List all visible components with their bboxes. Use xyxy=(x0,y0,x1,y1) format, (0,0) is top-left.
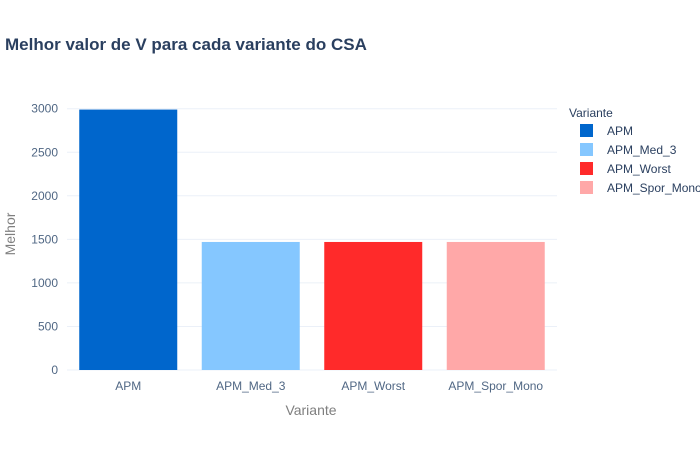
legend-label: APM_Spor_Mono xyxy=(607,181,700,195)
legend-label: APM xyxy=(607,124,633,138)
y-tick-label: 2000 xyxy=(31,189,58,203)
y-axis-title: Melhor xyxy=(2,212,18,255)
legend-item[interactable]: APM_Med_3 xyxy=(580,143,677,157)
y-tick-label: 500 xyxy=(38,319,58,333)
y-tick-label: 1500 xyxy=(31,232,58,246)
x-axis-title: Variante xyxy=(285,402,336,418)
bar-apm-worst xyxy=(324,241,423,370)
x-tick-label: APM xyxy=(115,379,141,393)
legend-swatch xyxy=(580,181,593,194)
legend-label: APM_Worst xyxy=(607,162,671,176)
x-tick-label: APM_Med_3 xyxy=(216,379,286,393)
y-tick-label: 2500 xyxy=(31,145,58,159)
legend-swatch xyxy=(580,124,593,137)
legend-item[interactable]: APM_Spor_Mono xyxy=(580,181,700,195)
legend-title: Variante xyxy=(569,106,613,120)
bars xyxy=(79,109,545,371)
legend-item[interactable]: APM xyxy=(580,124,633,138)
x-tick-label: APM_Spor_Mono xyxy=(448,379,543,393)
x-tick-label: APM_Worst xyxy=(341,379,405,393)
legend-label: APM_Med_3 xyxy=(607,143,677,157)
y-tick-label: 1000 xyxy=(31,276,58,290)
y-tick-label: 3000 xyxy=(31,102,58,116)
x-axis-ticks: APM APM_Med_3 APM_Worst APM_Spor_Mono xyxy=(115,379,543,393)
bar-apm-med-3 xyxy=(201,241,300,370)
bar-apm-spor-mono xyxy=(446,241,545,370)
legend-swatch xyxy=(580,162,593,175)
legend-item[interactable]: APM_Worst xyxy=(580,162,671,176)
bar-apm xyxy=(79,109,178,371)
y-axis-ticks: 0 500 1000 1500 2000 2500 3000 xyxy=(31,102,58,377)
legend: Variante APM APM_Med_3 APM_Worst APM_Spor_M… xyxy=(569,106,700,195)
y-tick-label: 0 xyxy=(51,363,58,377)
legend-swatch xyxy=(580,143,593,156)
chart-title: Melhor valor de V para cada variante do … xyxy=(5,35,367,54)
